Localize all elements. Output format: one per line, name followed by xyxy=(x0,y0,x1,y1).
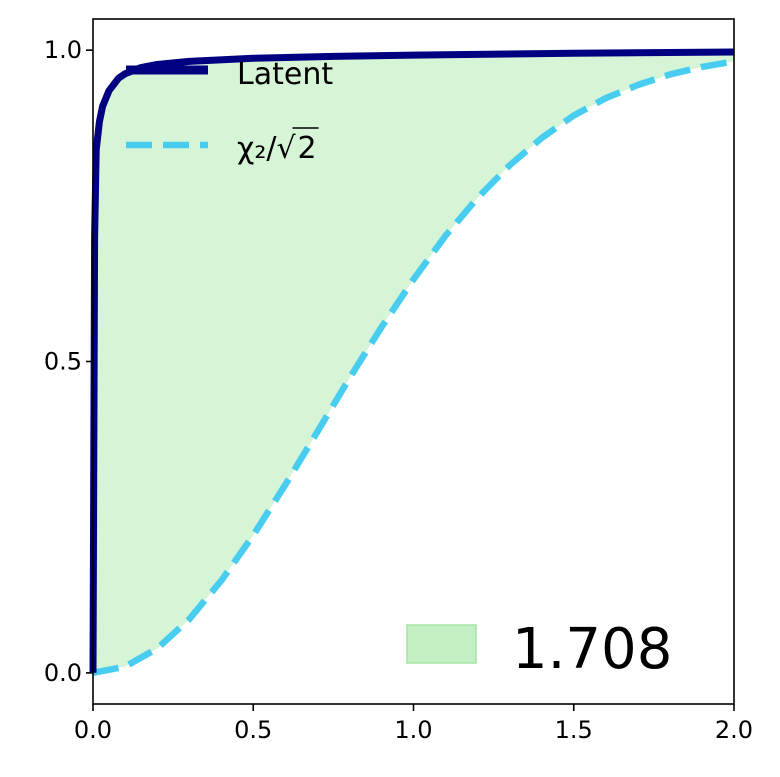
x-tick-label: 1.5 xyxy=(555,716,593,744)
legend-chi-radicand: 2 xyxy=(297,131,316,166)
x-tick-label: 1.0 xyxy=(394,716,432,744)
axes-layer: 0.0 0.5 1.0 1.5 2.0 0.0 0.5 1.0 xyxy=(44,18,753,744)
legend-area-swatch xyxy=(406,624,477,664)
series-chi-line xyxy=(92,58,735,677)
y-tick-label: 0.0 xyxy=(44,659,82,687)
x-tick-label: 2.0 xyxy=(715,716,753,744)
y-tick-label: 1.0 xyxy=(44,36,82,64)
y-tick-label: 0.5 xyxy=(44,348,82,376)
x-tick-label: 0.0 xyxy=(74,716,112,744)
plot-layer xyxy=(89,48,735,677)
legend-layer: Latent χ₂/√ 2 1.708 xyxy=(126,57,672,682)
legend-chi-label: χ₂/√ xyxy=(237,131,296,166)
legend-area-label: 1.708 xyxy=(512,617,672,682)
fill-between-area xyxy=(93,52,734,673)
x-tick-label: 0.5 xyxy=(234,716,272,744)
legend-latent-label: Latent xyxy=(237,57,333,92)
